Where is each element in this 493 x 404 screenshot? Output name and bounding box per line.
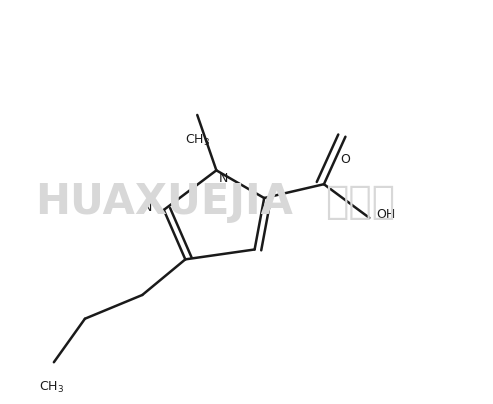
Text: CH$_3$: CH$_3$ bbox=[39, 380, 64, 395]
Text: OH: OH bbox=[377, 208, 396, 221]
Text: CH$_3$: CH$_3$ bbox=[185, 133, 210, 148]
Text: 化学加: 化学加 bbox=[325, 183, 395, 221]
Text: HUAXUEJIA: HUAXUEJIA bbox=[35, 181, 293, 223]
Text: O: O bbox=[341, 153, 351, 166]
Text: N: N bbox=[219, 173, 228, 185]
Text: N: N bbox=[142, 202, 152, 215]
